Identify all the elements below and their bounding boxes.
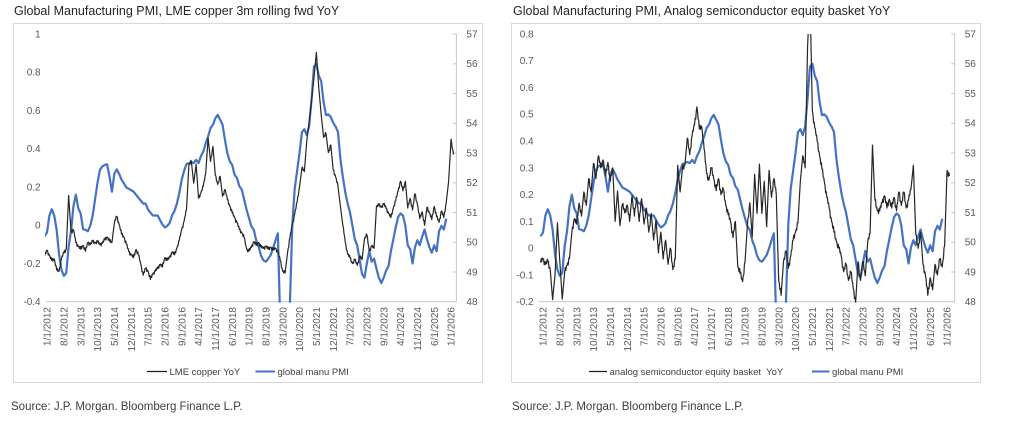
svg-text:51: 51 [965, 208, 977, 219]
svg-text:50: 50 [466, 238, 478, 249]
svg-text:Source: J.P. Morgan. Bloomberg: Source: J.P. Morgan. Bloomberg Finance L… [11, 401, 243, 413]
svg-text:52: 52 [466, 178, 478, 189]
svg-text:3/1/2013: 3/1/2013 [76, 307, 87, 346]
svg-text:55: 55 [466, 89, 478, 100]
svg-text:11/1/2024: 11/1/2024 [413, 307, 424, 351]
svg-text:7/1/2022: 7/1/2022 [346, 307, 357, 346]
svg-text:12/1/2014: 12/1/2014 [127, 307, 138, 352]
svg-text:LME copper YoY: LME copper YoY [170, 367, 241, 378]
svg-text:52: 52 [965, 178, 977, 189]
svg-text:1/1/2026: 1/1/2026 [447, 307, 458, 346]
svg-text:global manu PMI: global manu PMI [278, 367, 349, 378]
svg-text:0: 0 [35, 221, 41, 232]
svg-text:54: 54 [466, 119, 478, 130]
svg-text:-0.4: -0.4 [23, 297, 41, 308]
svg-text:49: 49 [466, 267, 478, 278]
svg-text:10/1/2013: 10/1/2013 [589, 307, 600, 352]
svg-text:3/1/2020: 3/1/2020 [278, 307, 289, 346]
svg-text:7/1/2015: 7/1/2015 [640, 307, 651, 346]
svg-text:10/1/2013: 10/1/2013 [93, 307, 104, 352]
svg-text:56: 56 [466, 59, 478, 70]
svg-text:51: 51 [466, 208, 478, 219]
svg-text:0.1: 0.1 [520, 217, 534, 228]
svg-text:Source: J.P. Morgan. Bloomberg: Source: J.P. Morgan. Bloomberg Finance L… [512, 401, 744, 413]
svg-text:global manu PMI: global manu PMI [832, 367, 903, 378]
svg-text:0.2: 0.2 [27, 182, 41, 193]
svg-text:-0.2: -0.2 [23, 259, 41, 270]
svg-text:1/1/2012: 1/1/2012 [539, 307, 550, 346]
svg-text:6/1/2025: 6/1/2025 [430, 307, 441, 346]
svg-text:4/1/2017: 4/1/2017 [194, 307, 205, 346]
svg-text:6/1/2025: 6/1/2025 [926, 307, 937, 346]
svg-text:53: 53 [466, 148, 478, 159]
svg-text:-0.1: -0.1 [516, 270, 534, 281]
svg-text:0.6: 0.6 [520, 83, 534, 94]
svg-text:48: 48 [466, 297, 478, 308]
svg-text:10/1/2020: 10/1/2020 [295, 307, 306, 352]
svg-text:0.4: 0.4 [27, 144, 41, 155]
svg-text:1: 1 [35, 29, 41, 40]
svg-text:0.3: 0.3 [520, 163, 534, 174]
svg-text:4/1/2024: 4/1/2024 [396, 307, 407, 346]
svg-text:9/1/2023: 9/1/2023 [379, 307, 390, 346]
svg-text:11/1/2024: 11/1/2024 [909, 307, 920, 351]
svg-text:1/1/2019: 1/1/2019 [245, 307, 256, 346]
svg-text:57: 57 [466, 29, 478, 40]
svg-text:1/1/2026: 1/1/2026 [943, 307, 954, 346]
svg-text:2/1/2023: 2/1/2023 [859, 307, 870, 346]
svg-text:56: 56 [965, 59, 977, 70]
svg-text:-0.2: -0.2 [516, 297, 534, 308]
svg-text:54: 54 [965, 119, 977, 130]
svg-text:2/1/2023: 2/1/2023 [363, 307, 374, 346]
svg-text:Global Manufacturing PMI, LME: Global Manufacturing PMI, LME copper 3m … [14, 4, 340, 18]
svg-text:48: 48 [965, 297, 977, 308]
svg-text:4/1/2017: 4/1/2017 [690, 307, 701, 346]
svg-text:9/1/2023: 9/1/2023 [875, 307, 886, 346]
svg-text:12/1/2014: 12/1/2014 [623, 307, 634, 352]
svg-text:2/1/2016: 2/1/2016 [656, 307, 667, 346]
svg-text:0: 0 [528, 244, 534, 255]
svg-text:analog semiconductor equity ba: analog semiconductor equity basket YoY [610, 367, 784, 378]
svg-text:4/1/2024: 4/1/2024 [892, 307, 903, 346]
svg-text:10/1/2020: 10/1/2020 [791, 307, 802, 352]
svg-text:8/1/2019: 8/1/2019 [758, 307, 769, 346]
svg-text:8/1/2012: 8/1/2012 [555, 307, 566, 346]
svg-text:9/1/2016: 9/1/2016 [177, 307, 188, 346]
svg-text:8/1/2012: 8/1/2012 [59, 307, 70, 346]
svg-text:8/1/2019: 8/1/2019 [262, 307, 273, 346]
svg-text:53: 53 [965, 148, 977, 159]
svg-text:12/1/2021: 12/1/2021 [825, 307, 836, 352]
svg-text:7/1/2015: 7/1/2015 [144, 307, 155, 346]
svg-text:3/1/2013: 3/1/2013 [572, 307, 583, 346]
svg-text:3/1/2020: 3/1/2020 [774, 307, 785, 346]
svg-text:1/1/2012: 1/1/2012 [43, 307, 54, 346]
svg-text:0.8: 0.8 [520, 29, 534, 40]
svg-text:7/1/2022: 7/1/2022 [842, 307, 853, 346]
svg-text:5/1/2021: 5/1/2021 [312, 307, 323, 346]
svg-text:50: 50 [965, 238, 977, 249]
svg-text:2/1/2016: 2/1/2016 [160, 307, 171, 346]
svg-text:49: 49 [965, 267, 977, 278]
svg-text:5/1/2014: 5/1/2014 [606, 307, 617, 346]
svg-text:12/1/2021: 12/1/2021 [329, 307, 340, 352]
svg-text:0.8: 0.8 [27, 68, 41, 79]
svg-text:0.4: 0.4 [520, 137, 534, 148]
svg-text:55: 55 [965, 89, 977, 100]
svg-text:6/1/2018: 6/1/2018 [724, 307, 735, 346]
svg-text:0.6: 0.6 [27, 106, 41, 117]
svg-text:57: 57 [965, 29, 977, 40]
svg-text:11/1/2017: 11/1/2017 [707, 307, 718, 351]
svg-text:Global Manufacturing PMI, Anal: Global Manufacturing PMI, Analog semicon… [513, 4, 891, 18]
svg-text:1/1/2019: 1/1/2019 [741, 307, 752, 346]
svg-text:9/1/2016: 9/1/2016 [673, 307, 684, 346]
svg-text:0.7: 0.7 [520, 56, 534, 67]
svg-text:0.2: 0.2 [520, 190, 534, 201]
svg-text:0.5: 0.5 [520, 110, 534, 121]
svg-text:6/1/2018: 6/1/2018 [228, 307, 239, 346]
svg-text:5/1/2014: 5/1/2014 [110, 307, 121, 346]
svg-text:5/1/2021: 5/1/2021 [808, 307, 819, 346]
svg-text:11/1/2017: 11/1/2017 [211, 307, 222, 351]
